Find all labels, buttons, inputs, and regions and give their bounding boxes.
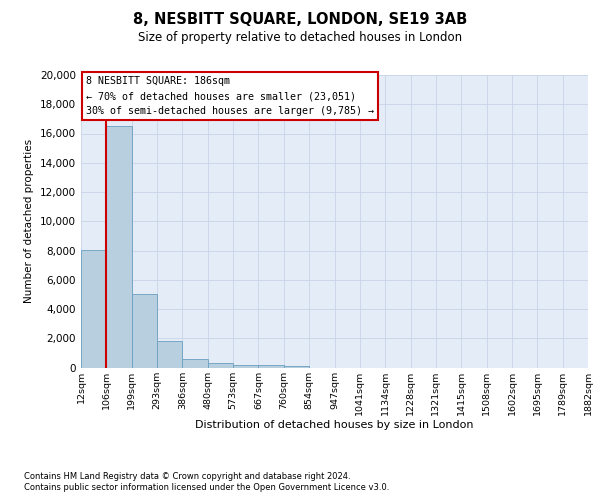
X-axis label: Distribution of detached houses by size in London: Distribution of detached houses by size …: [195, 420, 474, 430]
Bar: [81, 250, 106, 368]
Text: Contains public sector information licensed under the Open Government Licence v3: Contains public sector information licen…: [24, 483, 389, 492]
Text: 8 NESBITT SQUARE: 186sqm
← 70% of detached houses are smaller (23,051)
30% of se: 8 NESBITT SQUARE: 186sqm ← 70% of detach…: [86, 76, 374, 116]
Text: 8, NESBITT SQUARE, LONDON, SE19 3AB: 8, NESBITT SQUARE, LONDON, SE19 3AB: [133, 12, 467, 28]
Bar: [182, 360, 208, 368]
Y-axis label: Number of detached properties: Number of detached properties: [25, 139, 34, 304]
Bar: [106, 126, 132, 368]
Bar: [157, 341, 182, 367]
Bar: [132, 294, 157, 368]
Bar: [208, 363, 233, 368]
Text: Contains HM Land Registry data © Crown copyright and database right 2024.: Contains HM Land Registry data © Crown c…: [24, 472, 350, 481]
Bar: [284, 366, 309, 368]
Text: Size of property relative to detached houses in London: Size of property relative to detached ho…: [138, 31, 462, 44]
Bar: [233, 364, 259, 368]
Bar: [259, 366, 284, 368]
